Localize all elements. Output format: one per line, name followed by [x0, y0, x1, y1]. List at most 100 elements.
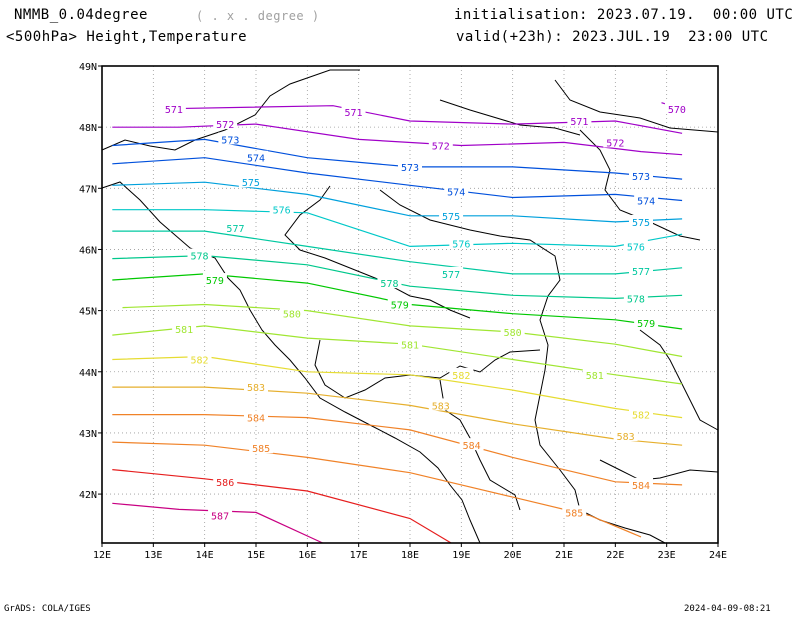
- contour-line-573: [112, 138, 683, 180]
- y-tick-label: 48N: [79, 123, 97, 134]
- x-tick-label: 12E: [93, 550, 111, 561]
- footer-right: 2024-04-09-08:21: [684, 604, 771, 614]
- contour-label-bg: [341, 104, 366, 117]
- coastline-segment: [639, 329, 719, 431]
- contour-label-bg: [187, 248, 212, 261]
- contour-label-575: 575: [632, 218, 650, 229]
- contour-label-583: 583: [247, 383, 265, 394]
- contour-line-574: [112, 157, 683, 202]
- contour-label-579: 579: [391, 301, 409, 312]
- contour-label-572: 572: [606, 138, 624, 149]
- contour-label-bg: [202, 273, 227, 286]
- contour-label-584: 584: [632, 481, 650, 492]
- contour-label-575: 575: [442, 212, 460, 223]
- degree-note: ( . x . degree ): [196, 9, 320, 23]
- contour-line-571: [163, 105, 683, 134]
- contour-label-579: 579: [206, 276, 224, 287]
- contour-label-581: 581: [401, 340, 419, 351]
- contour-label-bg: [223, 221, 248, 234]
- contour-label-585: 585: [565, 508, 583, 519]
- contour-label-bg: [629, 407, 653, 420]
- contour-label-577: 577: [632, 267, 650, 278]
- contour-label-575: 575: [242, 178, 260, 189]
- contour-line-586: [112, 469, 452, 544]
- y-tick-label: 46N: [79, 245, 97, 256]
- x-axis-ticks: 12E 13E 14E 15E 16E 17E 18E 19E 20E 21E 22E 23E 24E: [93, 543, 727, 561]
- contour-label-571: 571: [570, 117, 588, 128]
- contour-label-bg: [664, 101, 689, 114]
- contour-label-bg: [279, 306, 304, 319]
- contour-label-bg: [562, 505, 587, 518]
- contour-label-bg: [623, 291, 648, 304]
- coastline-segment: [599, 459, 719, 481]
- contour-label-581: 581: [175, 325, 193, 336]
- contour-label-580: 580: [283, 310, 301, 321]
- contour-line-583: [112, 386, 683, 446]
- y-axis-ticks: 42N 43N 44N 45N 46N 47N 48N 49N: [79, 62, 102, 501]
- contour-label-bg: [459, 438, 484, 451]
- x-tick-label: 17E: [350, 550, 368, 561]
- contour-line-572: [112, 123, 683, 156]
- y-tick-label: 44N: [79, 368, 97, 379]
- x-tick-label: 16E: [298, 550, 316, 561]
- contour-labels: 570 571 571 571 572 572 572 573 573 573 574 574 574 5…: [161, 101, 689, 522]
- contour-label-bg: [244, 380, 268, 393]
- contour-label-bg: [567, 114, 592, 127]
- contour-label-574: 574: [637, 197, 655, 208]
- contour-label-bg: [439, 266, 464, 279]
- x-tick-label: 23E: [658, 550, 676, 561]
- contour-label-bg: [161, 101, 186, 114]
- contour-label-bg: [634, 193, 659, 206]
- contour-label-bg: [582, 367, 607, 380]
- contour-label-571: 571: [165, 105, 183, 116]
- y-tick-label: 42N: [79, 490, 97, 501]
- contour-label-582: 582: [632, 411, 650, 422]
- contour-line-577: [112, 230, 683, 275]
- contour-label-579: 579: [637, 319, 655, 330]
- contour-label-bg: [613, 428, 638, 441]
- contour-label-bg: [387, 297, 412, 310]
- contour-label-582: 582: [452, 371, 470, 382]
- footer-left: GrADS: COLA/IGES: [4, 604, 91, 614]
- contour-label-bg: [244, 410, 268, 423]
- coastline-segment: [554, 79, 719, 133]
- contour-label-bg: [172, 321, 197, 334]
- contour-label-bg: [623, 239, 648, 252]
- contour-label-578: 578: [380, 279, 398, 290]
- contour-label-bg: [218, 132, 243, 145]
- contour-line-576: [112, 209, 683, 248]
- x-tick-label: 21E: [555, 550, 573, 561]
- contour-label-bg: [244, 150, 268, 163]
- contour-label-bg: [208, 508, 233, 521]
- contour-label-576: 576: [452, 239, 470, 250]
- contour-label-572: 572: [432, 142, 450, 153]
- contour-label-583: 583: [432, 401, 450, 412]
- contour-label-bg: [444, 184, 469, 197]
- contour-label-573: 573: [221, 135, 239, 146]
- contour-label-bg: [629, 477, 653, 490]
- contour-label-577: 577: [226, 224, 244, 235]
- contour-label-bg: [238, 175, 263, 188]
- contour-label-580: 580: [504, 328, 522, 339]
- contour-label-bg: [629, 263, 653, 276]
- contour-label-577: 577: [442, 270, 460, 281]
- contour-lines: [112, 102, 683, 544]
- contour-label-573: 573: [401, 163, 419, 174]
- contour-label-570: 570: [668, 105, 686, 116]
- x-tick-label: 20E: [504, 550, 522, 561]
- contour-label-576: 576: [273, 206, 291, 217]
- contour-label-571: 571: [345, 108, 363, 119]
- init-time: initialisation: 2023.07.19. 00:00 UTC: [454, 7, 794, 23]
- coastline-segment: [101, 181, 481, 544]
- x-tick-label: 15E: [247, 550, 265, 561]
- x-tick-label: 14E: [196, 550, 214, 561]
- grid-lines: [102, 66, 718, 543]
- contour-label-bg: [428, 138, 453, 151]
- contour-label-584: 584: [247, 414, 265, 425]
- contour-label-581: 581: [586, 371, 604, 382]
- contour-label-bg: [629, 169, 653, 182]
- y-tick-label: 45N: [79, 307, 97, 318]
- level-fields-title: <500hPa> Height,Temperature: [6, 29, 248, 45]
- contour-label-bg: [629, 214, 653, 227]
